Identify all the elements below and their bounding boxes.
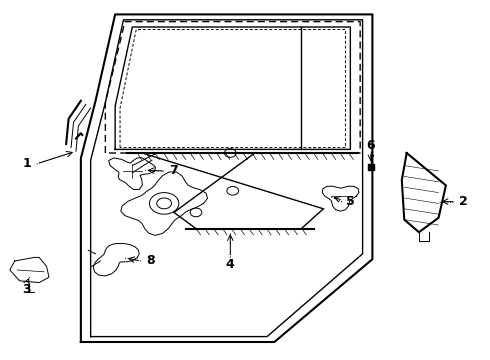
Text: 8: 8: [147, 255, 155, 267]
Text: 2: 2: [459, 195, 467, 208]
Text: 5: 5: [346, 195, 355, 208]
Text: 6: 6: [367, 139, 375, 152]
Text: 7: 7: [170, 165, 178, 177]
Text: 3: 3: [23, 283, 31, 296]
Text: 1: 1: [23, 157, 31, 170]
Text: 4: 4: [226, 258, 235, 271]
